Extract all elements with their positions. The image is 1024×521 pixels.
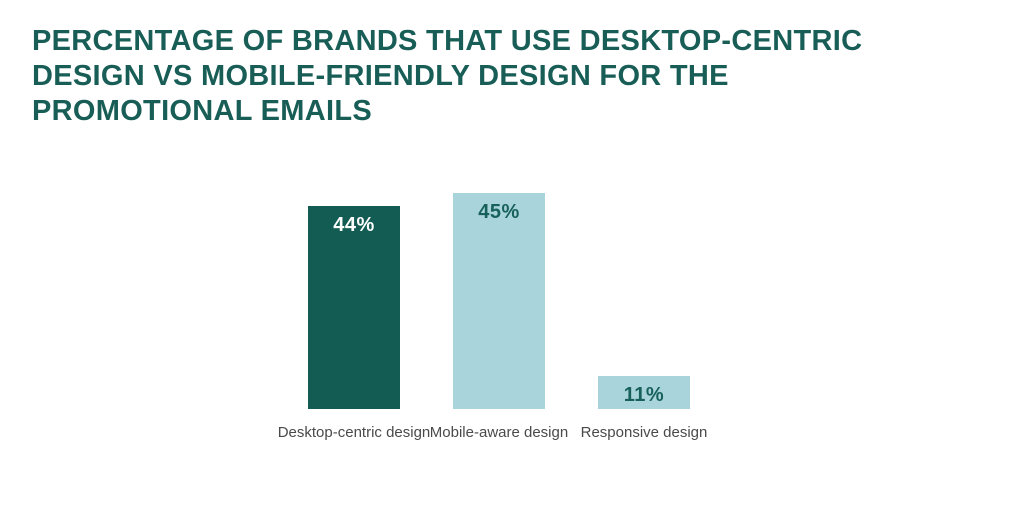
- value-label-desktop-centric: 44%: [333, 214, 375, 236]
- bar-mobile-aware: 45%: [453, 193, 545, 409]
- bar-desktop-centric: 44%: [308, 206, 400, 409]
- chart-title: PERCENTAGE OF BRANDS THAT USE DESKTOP-CE…: [32, 24, 972, 129]
- category-label-mobile-aware: Mobile-aware design: [429, 424, 569, 441]
- chart-title-line-2: DESIGN VS MOBILE-FRIENDLY DESIGN FOR THE: [32, 60, 729, 92]
- bar-responsive: 11%: [598, 376, 690, 409]
- chart-title-line-3: PROMOTIONAL EMAILS: [32, 95, 372, 127]
- chart-title-line-1: PERCENTAGE OF BRANDS THAT USE DESKTOP-CE…: [32, 25, 863, 57]
- value-label-responsive: 11%: [623, 384, 665, 406]
- value-label-mobile-aware: 45%: [478, 201, 520, 223]
- category-label-desktop-centric: Desktop-centric design: [277, 424, 431, 441]
- category-label-responsive: Responsive design: [580, 424, 708, 441]
